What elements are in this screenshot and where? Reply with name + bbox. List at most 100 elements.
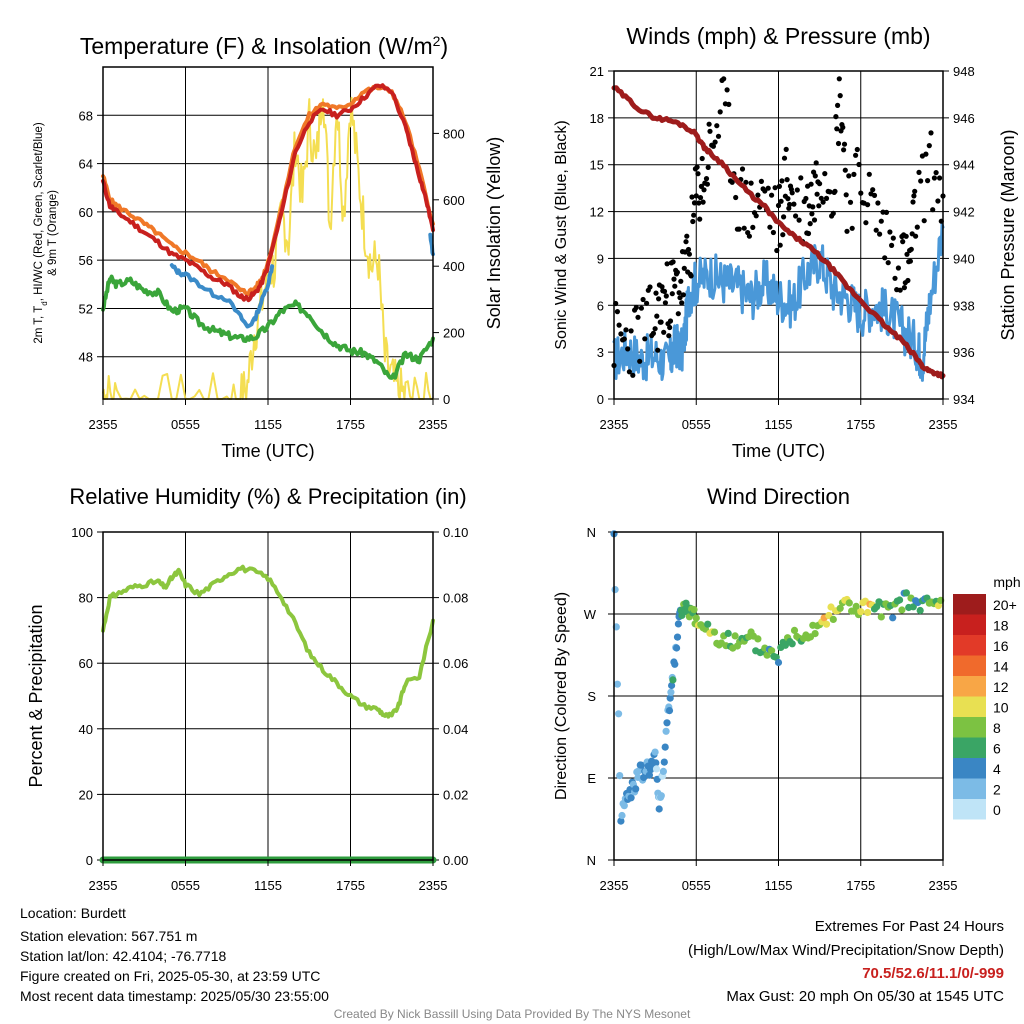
direction-point <box>651 748 659 756</box>
gust-point <box>926 143 932 149</box>
gust-point <box>739 166 746 172</box>
temperature-ylabel-line2: & 9m T (Orange) <box>47 190 59 276</box>
dewpoint-line <box>101 274 435 380</box>
gust-point <box>870 187 876 193</box>
gust-point <box>878 218 884 224</box>
temperature-y2tick-label: 0 <box>443 392 450 407</box>
winds-xtick-label: 2355 <box>929 417 958 432</box>
direction-point <box>768 647 776 655</box>
direction-point <box>627 794 635 802</box>
gust-point <box>616 322 622 328</box>
gust-point <box>817 181 823 187</box>
gust-point <box>677 295 683 301</box>
humidity-ytick-label: 40 <box>79 722 93 737</box>
gust-point <box>877 231 883 237</box>
gust-point <box>833 114 839 120</box>
direction-point <box>864 608 872 617</box>
winds-ytick-label: 12 <box>590 205 604 220</box>
gust-point <box>910 199 916 205</box>
direction-point <box>731 632 739 640</box>
gust-point <box>753 213 759 219</box>
temperature-xlabel: Time (UTC) <box>221 441 314 461</box>
direction-point <box>652 759 660 767</box>
gust-point <box>908 246 914 252</box>
direction-title: Wind Direction <box>707 484 850 509</box>
recent-data-label: Most recent data timestamp: 2025/05/30 2… <box>20 988 329 1004</box>
direction-point <box>852 602 860 611</box>
humidity-xtick-label: 1155 <box>254 878 282 893</box>
gust-point <box>746 233 753 239</box>
winds-y2tick-label: 942 <box>953 205 975 220</box>
direction-point <box>710 628 719 636</box>
direction-point <box>652 765 661 773</box>
direction-point <box>632 785 640 793</box>
direction-point <box>673 644 681 652</box>
direction-point <box>618 811 626 820</box>
gust-point <box>688 273 694 279</box>
gust-point <box>913 233 919 239</box>
gust-point <box>672 283 678 289</box>
gust-point <box>865 202 871 208</box>
gust-point <box>871 192 878 198</box>
gust-point <box>836 76 842 82</box>
gust-point <box>887 229 893 235</box>
speed-legend-swatch <box>953 758 986 779</box>
gust-point <box>656 296 662 302</box>
winds-y2tick-label: 940 <box>953 251 975 266</box>
speed-legend-swatch <box>953 717 986 738</box>
temperature-y2tick-label: 200 <box>443 326 465 341</box>
speed-legend-label: 14 <box>993 659 1009 675</box>
gust-point <box>841 141 848 147</box>
humidity-ylabel: Percent & Precipitation <box>26 604 46 787</box>
extremes-subtitle: (High/Low/Max Wind/Precipitation/Snow De… <box>688 942 1004 959</box>
winds-xtick-label: 1755 <box>846 417 875 432</box>
direction-point <box>645 771 654 779</box>
heat-index-line <box>169 263 275 329</box>
direction-point <box>877 613 885 621</box>
speed-legend-swatch <box>953 635 986 656</box>
gust-point <box>652 326 658 332</box>
gust-point <box>853 152 859 158</box>
direction-point <box>811 630 819 638</box>
gust-point <box>726 101 732 107</box>
gust-point <box>774 247 780 254</box>
gust-point <box>650 330 657 336</box>
gust-point <box>809 211 815 217</box>
humidity-ytick-label: 0 <box>86 853 93 868</box>
gust-point <box>789 190 795 196</box>
direction-point <box>704 620 712 628</box>
winds-ytick-label: 15 <box>590 158 604 173</box>
gust-point <box>805 230 812 237</box>
direction-point <box>662 727 670 735</box>
gust-point <box>623 327 629 333</box>
gust-point <box>897 287 903 293</box>
direction-point <box>916 606 924 615</box>
gust-point <box>714 123 720 129</box>
gust-point <box>778 198 784 204</box>
gust-point <box>873 227 879 233</box>
gust-point <box>770 229 777 236</box>
winds-xtick-label: 2355 <box>600 417 629 432</box>
gust-point <box>704 181 711 187</box>
gust-point <box>796 217 802 223</box>
gust-point <box>667 318 674 324</box>
direction-ytick-label: E <box>587 771 596 786</box>
temperature-y2tick-label: 400 <box>443 259 465 274</box>
gust-point <box>642 336 648 342</box>
gust-point <box>664 261 670 267</box>
elevation-label: Station elevation: 567.751 m <box>20 928 198 944</box>
direction-point <box>611 586 619 594</box>
gust-point <box>814 191 820 197</box>
gust-point <box>841 147 847 153</box>
gust-point <box>930 207 936 213</box>
speed-legend-swatch <box>953 614 986 635</box>
humidity-y2tick-label: 0.06 <box>443 656 468 671</box>
gust-point <box>712 139 718 145</box>
direction-point <box>896 596 904 604</box>
gust-point <box>811 217 818 223</box>
gust-point <box>689 194 695 200</box>
gust-point <box>882 255 888 261</box>
gust-point <box>717 109 723 115</box>
direction-point <box>857 608 865 616</box>
gust-point <box>680 292 687 298</box>
